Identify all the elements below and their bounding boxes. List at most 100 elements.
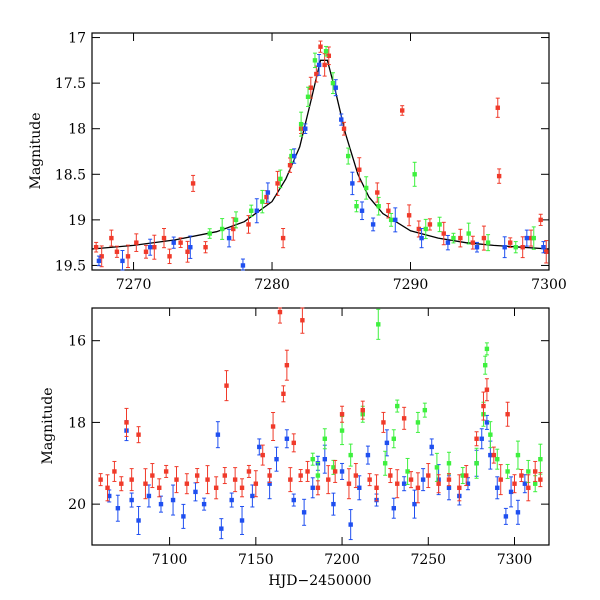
data-point-green [233, 217, 239, 223]
data-point-blue [384, 440, 390, 446]
data-point-red [512, 481, 517, 486]
data-point-red [203, 245, 208, 250]
top-model-curve-group [91, 59, 550, 250]
top-x-tick-label: 7270 [116, 277, 152, 293]
data-point-green [485, 240, 491, 245]
data-point-green [513, 245, 518, 250]
data-point-red [326, 53, 332, 58]
data-point-red [481, 235, 487, 241]
data-point-red [281, 391, 286, 397]
data-point-green [488, 432, 493, 437]
bottom-data-points [98, 307, 543, 541]
data-point-blue [240, 263, 246, 268]
data-point-blue [239, 518, 245, 523]
data-point-green [219, 226, 225, 232]
bottom-y-tick-label: 20 [68, 497, 86, 513]
data-point-red [280, 235, 286, 241]
data-point-red [538, 477, 543, 482]
data-point-blue [201, 501, 207, 507]
data-point-green [538, 456, 543, 462]
data-point-red [143, 481, 148, 486]
data-point-blue [301, 510, 307, 515]
top-x-ticks: 7270 7280 7290 7300 [116, 33, 567, 293]
data-point-red [314, 71, 319, 77]
data-point-red [474, 436, 479, 441]
data-point-green [423, 226, 428, 232]
data-point-blue [322, 456, 328, 462]
data-point-green [305, 94, 311, 100]
data-point-blue [445, 240, 451, 245]
data-point-green [515, 452, 521, 458]
data-point-red [395, 481, 400, 486]
data-point-blue [310, 485, 315, 490]
bottom-x-axis-title: HJD−2450000 [268, 573, 371, 589]
data-point-blue [339, 117, 344, 122]
top-y-tick-label: 19 [68, 213, 86, 229]
data-point-red [519, 473, 524, 478]
data-point-red [184, 481, 190, 486]
top-x-tick-label: 7300 [531, 277, 567, 293]
data-point-red [231, 226, 236, 232]
data-point-green [388, 217, 394, 223]
bottom-plot-frame [91, 307, 550, 546]
data-point-red [538, 217, 543, 223]
data-point-blue [120, 258, 125, 264]
data-point-red [457, 485, 462, 490]
data-point-red [415, 485, 421, 490]
data-point-green [437, 222, 442, 227]
data-point-green [207, 231, 212, 236]
data-point-red [161, 235, 167, 241]
data-point-red [284, 363, 290, 368]
data-point-green [422, 407, 428, 413]
data-point-red [305, 469, 310, 474]
data-point-blue [146, 493, 152, 499]
data-point-red [427, 222, 433, 227]
data-point-red [163, 469, 169, 474]
data-point-blue [274, 456, 279, 462]
data-point-blue [429, 444, 434, 450]
data-point-red [298, 473, 303, 478]
data-point-blue [479, 436, 484, 441]
data-point-blue [254, 208, 259, 213]
data-point-red [98, 477, 103, 482]
data-point-red [381, 420, 386, 425]
data-point-red [246, 469, 252, 474]
bottom-y-ticks: 16 18 20 [68, 334, 549, 513]
data-point-green [415, 420, 421, 425]
data-point-blue [488, 452, 493, 458]
data-point-green [474, 461, 479, 466]
data-point-red [491, 452, 497, 458]
data-point-red [178, 240, 183, 245]
data-point-red [246, 222, 251, 227]
data-point-green [533, 481, 538, 486]
data-point-blue [291, 497, 296, 503]
data-point-green [382, 461, 388, 466]
data-point-red [308, 85, 314, 90]
top-panel: Magnitude 7270 7280 7290 7300 1717.51818.51… [28, 31, 567, 293]
bottom-x-tick-label: 7300 [497, 552, 533, 568]
data-point-red [267, 473, 272, 478]
data-point-red [277, 309, 283, 315]
data-point-red [152, 245, 157, 250]
data-point-blue [129, 497, 134, 503]
data-point-blue [316, 62, 322, 68]
data-point-red [406, 213, 412, 218]
data-point-green [482, 363, 488, 368]
data-point-red [353, 473, 359, 478]
data-point-green [364, 185, 369, 191]
data-point-blue [348, 522, 353, 527]
data-point-red [481, 403, 486, 409]
data-point-green [505, 469, 510, 474]
data-point-red [109, 235, 114, 241]
data-point-red [253, 481, 259, 486]
data-point-green [446, 461, 452, 466]
data-point-red [374, 485, 379, 490]
data-point-blue [350, 181, 355, 186]
data-point-red [232, 477, 238, 482]
data-point-blue [508, 489, 514, 495]
data-point-green [460, 473, 465, 478]
data-point-red [264, 194, 269, 200]
bottom-x-tick-label: 7150 [238, 552, 274, 568]
data-point-blue [359, 208, 365, 213]
